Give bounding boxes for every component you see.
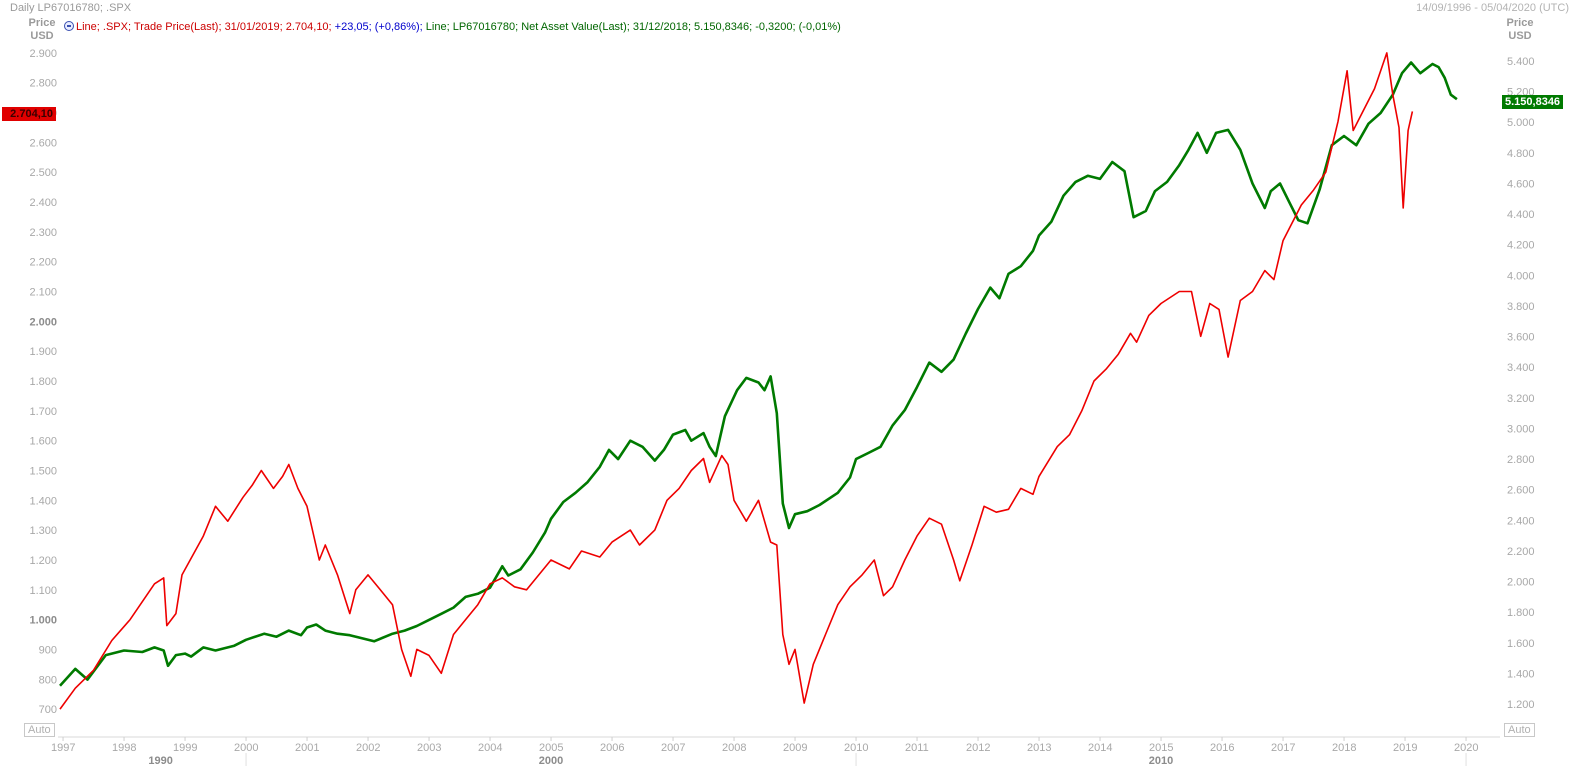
left-tick-label: 1.600 [29, 436, 57, 448]
right-tick-label: 5.400 [1507, 56, 1535, 68]
left-tick-label: 1.700 [29, 406, 57, 418]
left-tick-label: 1.500 [29, 465, 57, 477]
left-tick-label: 1.100 [29, 585, 57, 597]
x-tick-label: 2014 [1088, 742, 1112, 754]
right-axis-header: Price USD [1500, 17, 1540, 43]
x-tick-label: 2001 [295, 742, 319, 754]
x-tick-label: 2004 [478, 742, 502, 754]
x-tick-label: 2015 [1149, 742, 1173, 754]
right-tick-label: 5.000 [1507, 117, 1535, 129]
left-tick-label: 1.300 [29, 525, 57, 537]
right-tick-label: 3.400 [1507, 362, 1535, 374]
left-tick-label: 1.000 [29, 615, 57, 627]
x-tick-label: 2006 [600, 742, 624, 754]
left-tick-label: 800 [39, 674, 57, 686]
right-tick-label: 2.600 [1507, 485, 1535, 497]
right-tick-label: 1.200 [1507, 699, 1535, 711]
left-tick-label: 2.900 [29, 48, 57, 60]
plot-area [59, 52, 1458, 710]
x-tick-label: 2009 [783, 742, 807, 754]
right-tick-label: 4.200 [1507, 240, 1535, 252]
x-tick-label: 2010 [844, 742, 868, 754]
x-tick-label: 2016 [1210, 742, 1234, 754]
left-tick-label: 2.100 [29, 287, 57, 299]
right-axis-auto-button[interactable]: Auto [1504, 723, 1535, 737]
left-tick-label: 2.200 [29, 257, 57, 269]
left-tick-label: 1.800 [29, 376, 57, 388]
x-tick-label: 2002 [356, 742, 380, 754]
right-tick-label: 1.800 [1507, 607, 1535, 619]
right-tick-label: 3.200 [1507, 393, 1535, 405]
series-settings-icon[interactable] [64, 21, 74, 31]
left-tick-label: 2.500 [29, 167, 57, 179]
left-tick-label: 1.400 [29, 495, 57, 507]
x-tick-label: 2003 [417, 742, 441, 754]
x-tick-label: 2008 [722, 742, 746, 754]
left-tick-label: 2.600 [29, 137, 57, 149]
x-tick-label: 2018 [1332, 742, 1356, 754]
right-axis-title: Price [1506, 17, 1534, 29]
left-tick-label: 1.200 [29, 555, 57, 567]
right-tick-label: 3.600 [1507, 332, 1535, 344]
x-tick-label: 2012 [966, 742, 990, 754]
left-tick-label: 2.300 [29, 227, 57, 239]
right-tick-label: 1.400 [1507, 668, 1535, 680]
legend[interactable]: Line; .SPX; Trade Price(Last); 31/01/201… [64, 20, 841, 33]
left-axis-auto-button[interactable]: Auto [24, 723, 55, 737]
x-tick-label: 2000 [234, 742, 258, 754]
chart-title: Daily LP67016780; .SPX [10, 2, 132, 14]
x-tick-label: 2017 [1271, 742, 1295, 754]
x-tick-label: 1997 [51, 742, 75, 754]
left-axis-ticks: 700 800 900 1.000 1.100 1.200 1.300 1.400 1.500 1… [29, 48, 57, 716]
legend-nav-text: Line; LP67016780; Net Asset Value(Last);… [422, 21, 841, 33]
left-tick-label: 700 [39, 704, 57, 716]
right-tick-label: 2.200 [1507, 546, 1535, 558]
x-tick-label: 1999 [173, 742, 197, 754]
left-axis-title: Price [28, 17, 56, 29]
left-tick-label: 2.000 [29, 316, 57, 328]
legend-spx-text: Line; .SPX; Trade Price(Last); 31/01/201… [76, 21, 335, 33]
x-tick-label: 2005 [539, 742, 563, 754]
x-tick-label: 2007 [661, 742, 685, 754]
right-tick-label: 1.600 [1507, 638, 1535, 650]
nav-last-value-badge: 5.150,8346 [1502, 95, 1564, 109]
era-label: 2010 [1149, 755, 1173, 767]
right-axis-ticks: 1.200 1.400 1.600 1.800 2.000 2.200 2.400 2.600… [1507, 56, 1535, 711]
right-tick-label: 3.000 [1507, 423, 1535, 435]
left-tick-label: 2.800 [29, 78, 57, 90]
legend-spx-change: +23,05; (+0,86%); [334, 21, 423, 33]
x-tick-label: 2011 [905, 742, 929, 754]
right-tick-label: 4.600 [1507, 178, 1535, 190]
x-tick-label: 1998 [112, 742, 136, 754]
right-axis-unit: USD [1508, 30, 1532, 42]
era-label: 1990 [148, 755, 172, 767]
right-tick-label: 4.400 [1507, 209, 1535, 221]
right-tick-label: 3.800 [1507, 301, 1535, 313]
nav-series-line [59, 61, 1458, 687]
right-tick-label: 4.000 [1507, 270, 1535, 282]
right-tick-label: 2.800 [1507, 454, 1535, 466]
left-tick-label: 2.400 [29, 197, 57, 209]
date-range-label: 14/09/1996 - 05/04/2020 (UTC) [1416, 2, 1569, 14]
left-axis-header: Price USD [24, 17, 60, 43]
x-tick-label: 2013 [1027, 742, 1051, 754]
left-tick-label: 1.900 [29, 346, 57, 358]
x-tick-label: 2019 [1393, 742, 1417, 754]
spx-last-price-badge: 2.704,10 [2, 107, 56, 121]
era-label: 2000 [539, 755, 563, 767]
right-tick-label: 2.400 [1507, 515, 1535, 527]
left-tick-label: 900 [39, 644, 57, 656]
right-tick-label: 2.000 [1507, 577, 1535, 589]
left-axis-unit: USD [30, 30, 54, 42]
x-tick-label: 2020 [1454, 742, 1478, 754]
spx-series-line [59, 52, 1414, 710]
x-axis: 1997 1998 1999 2000 2001 2002 2003 2004 2005 2006… [51, 736, 1500, 767]
right-tick-label: 4.800 [1507, 148, 1535, 160]
